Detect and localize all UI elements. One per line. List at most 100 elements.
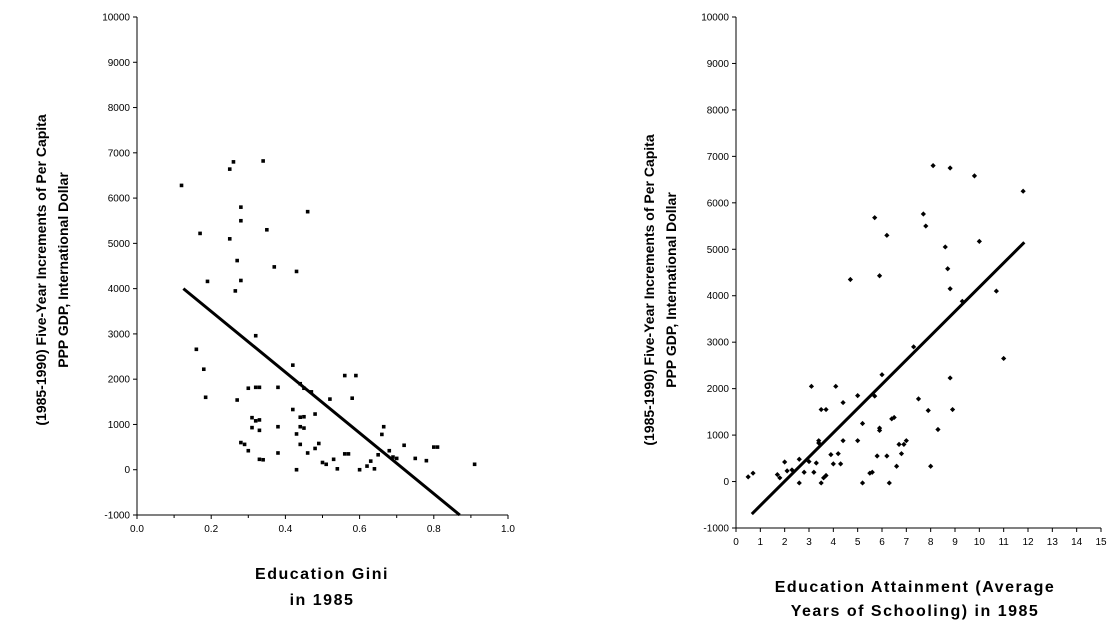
chart-1-y-tick-label: -1000 [703,524,729,535]
chart-1-data-point [942,244,948,250]
chart-1-x-tick-label: 14 [1071,537,1083,548]
chart-1-data-point [830,461,836,467]
chart-1-data-point [947,286,953,292]
chart-1-data-point [945,266,951,272]
chart-0-data-point [294,467,299,472]
chart-0-data-point [235,258,239,263]
chart-0-data-point [313,446,317,451]
chart-1-data-point [796,456,802,462]
chart-0-data-point [376,452,380,457]
chart-0-data-point [239,205,243,209]
chart-1-data-point [935,426,941,433]
chart-1-x-tick-label: 15 [1095,537,1107,548]
chart-1-data-point [920,211,926,217]
chart-1-data-point [889,416,895,422]
chart-0-y-tick-label: 1000 [108,420,131,431]
chart-0-data-point [346,452,351,456]
chart-0-data-point [276,424,280,429]
chart-1-data-point [874,453,880,459]
chart-1-x-tick-label: 9 [952,537,958,548]
chart-0-data-point [357,467,362,472]
chart-0-data-point [265,227,269,232]
chart-education-attainment: Education Attainment (Average Years of S… [641,13,1107,621]
chart-0-data-point [305,451,310,455]
chart-0-data-point [316,441,321,446]
chart-1-data-point [867,470,873,476]
chart-0-data-point [294,269,299,274]
chart-0-data-point [365,464,369,468]
chart-1-data-point [894,463,900,469]
chart-0-data-point [302,414,306,419]
chart-1-data-point [1001,355,1007,362]
chart-1-data-point [891,414,897,421]
chart-0-data-point [291,363,295,367]
chart-1-ylabel-line-1: (1985-1990) Five-Year Increments of Per … [641,134,657,445]
chart-0-data-point [324,462,329,467]
chart-1-data-point [898,451,905,457]
chart-1-data-point [901,441,907,447]
chart-1-x-tick-label: 1 [758,537,764,548]
chart-0-data-point [257,457,262,462]
chart-1-data-point [811,469,817,475]
chart-1-data-point [886,480,892,486]
chart-1-x-tick-label: 11 [998,537,1009,548]
chart-0-y-tick-label: 10000 [102,13,130,24]
chart-0-data-point [253,385,258,390]
chart-1-data-point [818,406,824,413]
chart-1-x-tick-label: 4 [831,537,837,548]
chart-1-x-tick-label: 7 [904,537,910,548]
chart-1-data-point [869,469,875,475]
chart-0-data-point [328,397,332,401]
chart-1-x-tick-label: 8 [928,537,934,548]
chart-0-x-tick-label: 0.6 [353,524,367,535]
chart-1-data-point [1020,188,1026,194]
chart-1-y-tick-label: 0 [723,477,729,488]
chart-1-data-point [833,383,839,389]
chart-0-data-point [179,183,184,188]
chart-0-data-point [472,462,477,467]
chart-1-data-point [859,420,866,427]
chart-0-data-point [276,385,280,390]
chart-1-data-point [777,475,783,481]
chart-1-data-point [876,427,883,434]
chart-0-x-tick-label: 0.0 [130,524,144,535]
chart-1-x-tick-label: 3 [806,537,812,548]
chart-0-data-point [354,373,358,378]
chart-0-data-point [246,448,251,453]
chart-0-y-tick-label: 4000 [108,284,131,295]
chart-1-data-point [911,344,917,350]
chart-1-data-point [971,173,978,179]
chart-1-data-point [816,438,822,444]
chart-1-data-point [823,406,829,413]
chart-0-data-point [302,426,306,430]
chart-0-y-tick-label: 0 [124,465,130,476]
chart-0-data-point [227,167,232,171]
chart-0-data-point [291,407,295,412]
chart-1-y-tick-label: 3000 [707,338,730,349]
chart-0-data-point [257,385,262,390]
chart-0-data-point [298,415,303,420]
chart-0-data-point [250,425,254,430]
chart-1-y-tick-label: 5000 [707,245,730,256]
chart-1-x-tick-label: 0 [733,537,739,548]
chart-0-data-point [432,445,436,449]
chart-0-x-tick-label: 0.4 [278,524,292,535]
chart-0-data-point [201,367,206,372]
chart-1-data-point [823,472,829,479]
chart-0-data-point [372,467,377,471]
chart-0-data-point [435,445,440,449]
chart-0-data-point [368,459,373,463]
chart-0-data-point [253,333,258,338]
chart-0-data-point [231,160,236,164]
chart-1-data-point [879,372,885,378]
chart-1-y-tick-label: 4000 [707,291,730,302]
chart-1-data-point [872,215,878,221]
chart-1-data-point [884,232,890,238]
chart-0-y-tick-label: 9000 [108,58,131,69]
chart-1-data-point [847,276,853,283]
chart-0-data-point [320,460,325,465]
chart-0-xlabel-line-1: Education Gini [255,566,389,583]
chart-1-y-tick-label: 6000 [707,198,730,209]
chart-0-data-point [402,443,406,448]
chart-1-data-point [859,480,866,486]
